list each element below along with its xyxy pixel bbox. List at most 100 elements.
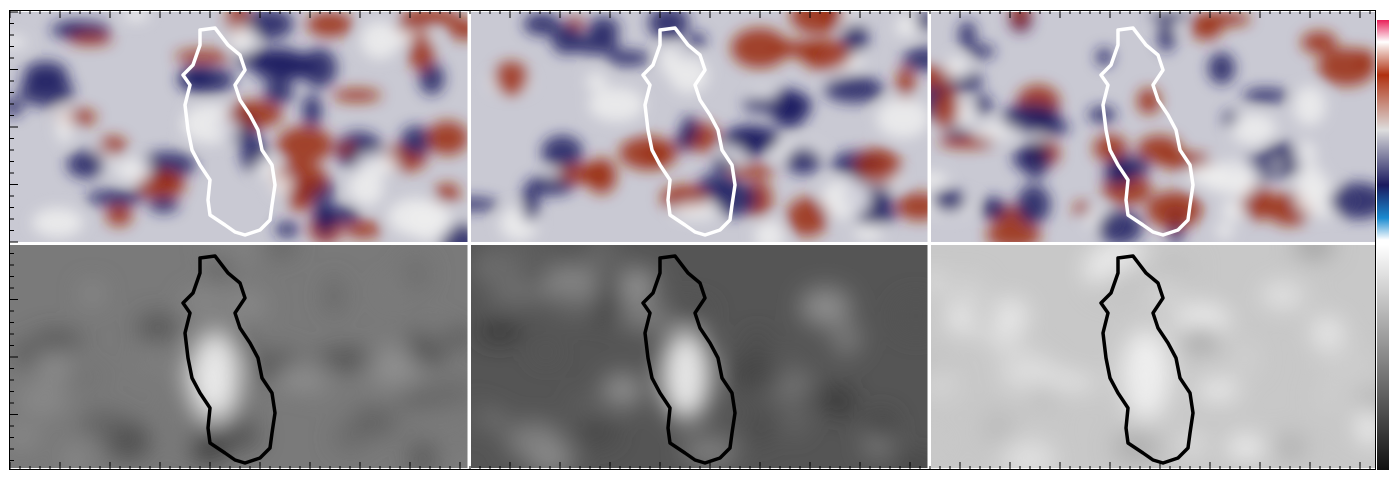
blob (1320, 347, 1379, 384)
blob (787, 197, 829, 236)
blob (302, 94, 321, 128)
blob (1208, 52, 1235, 84)
blob (1232, 113, 1276, 145)
blob (828, 387, 854, 418)
blob (8, 344, 40, 367)
blob (1242, 88, 1289, 102)
blob (3, 98, 23, 117)
blob (148, 196, 179, 212)
blob (1295, 166, 1326, 197)
blob (800, 287, 851, 326)
blob (356, 153, 397, 175)
blob (1248, 154, 1276, 168)
blob (1000, 352, 1054, 391)
blob (332, 89, 381, 102)
blob (681, 115, 698, 142)
blob (535, 343, 557, 362)
blob (932, 189, 967, 211)
blob (822, 0, 843, 29)
blob (68, 33, 112, 45)
blob (1038, 372, 1083, 385)
blob (505, 257, 523, 285)
blob (175, 50, 231, 64)
blob (522, 185, 539, 223)
blob (345, 221, 382, 238)
blob (1216, 223, 1234, 239)
blob (1025, 396, 1053, 430)
blob (1002, 103, 1061, 132)
blob (252, 48, 308, 83)
blob (1358, 50, 1374, 68)
blob (123, 7, 150, 21)
blob (618, 267, 656, 306)
blob (946, 57, 969, 79)
blob (1097, 210, 1142, 245)
image-panel (445, 0, 948, 253)
blob (660, 46, 679, 76)
blob (571, 34, 620, 55)
blob (987, 333, 1021, 349)
blob (1311, 316, 1344, 350)
blob (523, 13, 560, 36)
blob (66, 443, 86, 477)
blob (1301, 31, 1337, 53)
blob (897, 66, 914, 99)
blob (248, 358, 295, 373)
blob (2, 430, 40, 444)
blob (786, 147, 821, 174)
blob (317, 350, 377, 369)
image-panel (468, 229, 942, 477)
blob (32, 332, 82, 352)
blob (146, 170, 181, 188)
blob (275, 222, 299, 238)
blob (1197, 379, 1240, 401)
blob (1146, 191, 1202, 229)
blob (403, 256, 429, 290)
blob (842, 22, 869, 53)
image-panel (909, 233, 1387, 477)
blob (60, 371, 104, 383)
blob (698, 173, 737, 196)
blob (934, 89, 959, 128)
blob (67, 151, 106, 179)
blob (895, 22, 919, 35)
blob (1313, 381, 1345, 414)
blob (307, 12, 353, 37)
blob (867, 411, 896, 443)
image-panel (1, 229, 480, 477)
blob (992, 298, 1029, 333)
blob (854, 223, 882, 241)
blob (1137, 135, 1181, 161)
blob (137, 314, 178, 340)
blob (336, 143, 356, 156)
blob (1156, 253, 1195, 283)
blob (409, 33, 434, 72)
blob (673, 204, 719, 219)
blob (468, 402, 487, 431)
blob (474, 260, 498, 279)
blob (99, 137, 126, 155)
figure (0, 0, 1389, 477)
blob (1231, 344, 1260, 374)
blob (1232, 167, 1252, 198)
blob (648, 6, 689, 40)
blob (590, 298, 621, 324)
blob (528, 441, 575, 477)
blob (586, 73, 607, 91)
blob (745, 333, 769, 348)
blob (750, 409, 770, 446)
colorbar-top (1377, 20, 1389, 240)
blob (1342, 419, 1360, 435)
blob (435, 184, 460, 203)
blob (959, 21, 976, 49)
blob (1093, 273, 1150, 298)
blob (348, 170, 383, 206)
blob (786, 404, 805, 436)
blob (606, 50, 650, 66)
blob (19, 75, 74, 107)
blob (602, 373, 644, 408)
blob (494, 61, 528, 95)
blob (1190, 15, 1222, 40)
blob (771, 89, 807, 129)
blob (1271, 437, 1307, 456)
